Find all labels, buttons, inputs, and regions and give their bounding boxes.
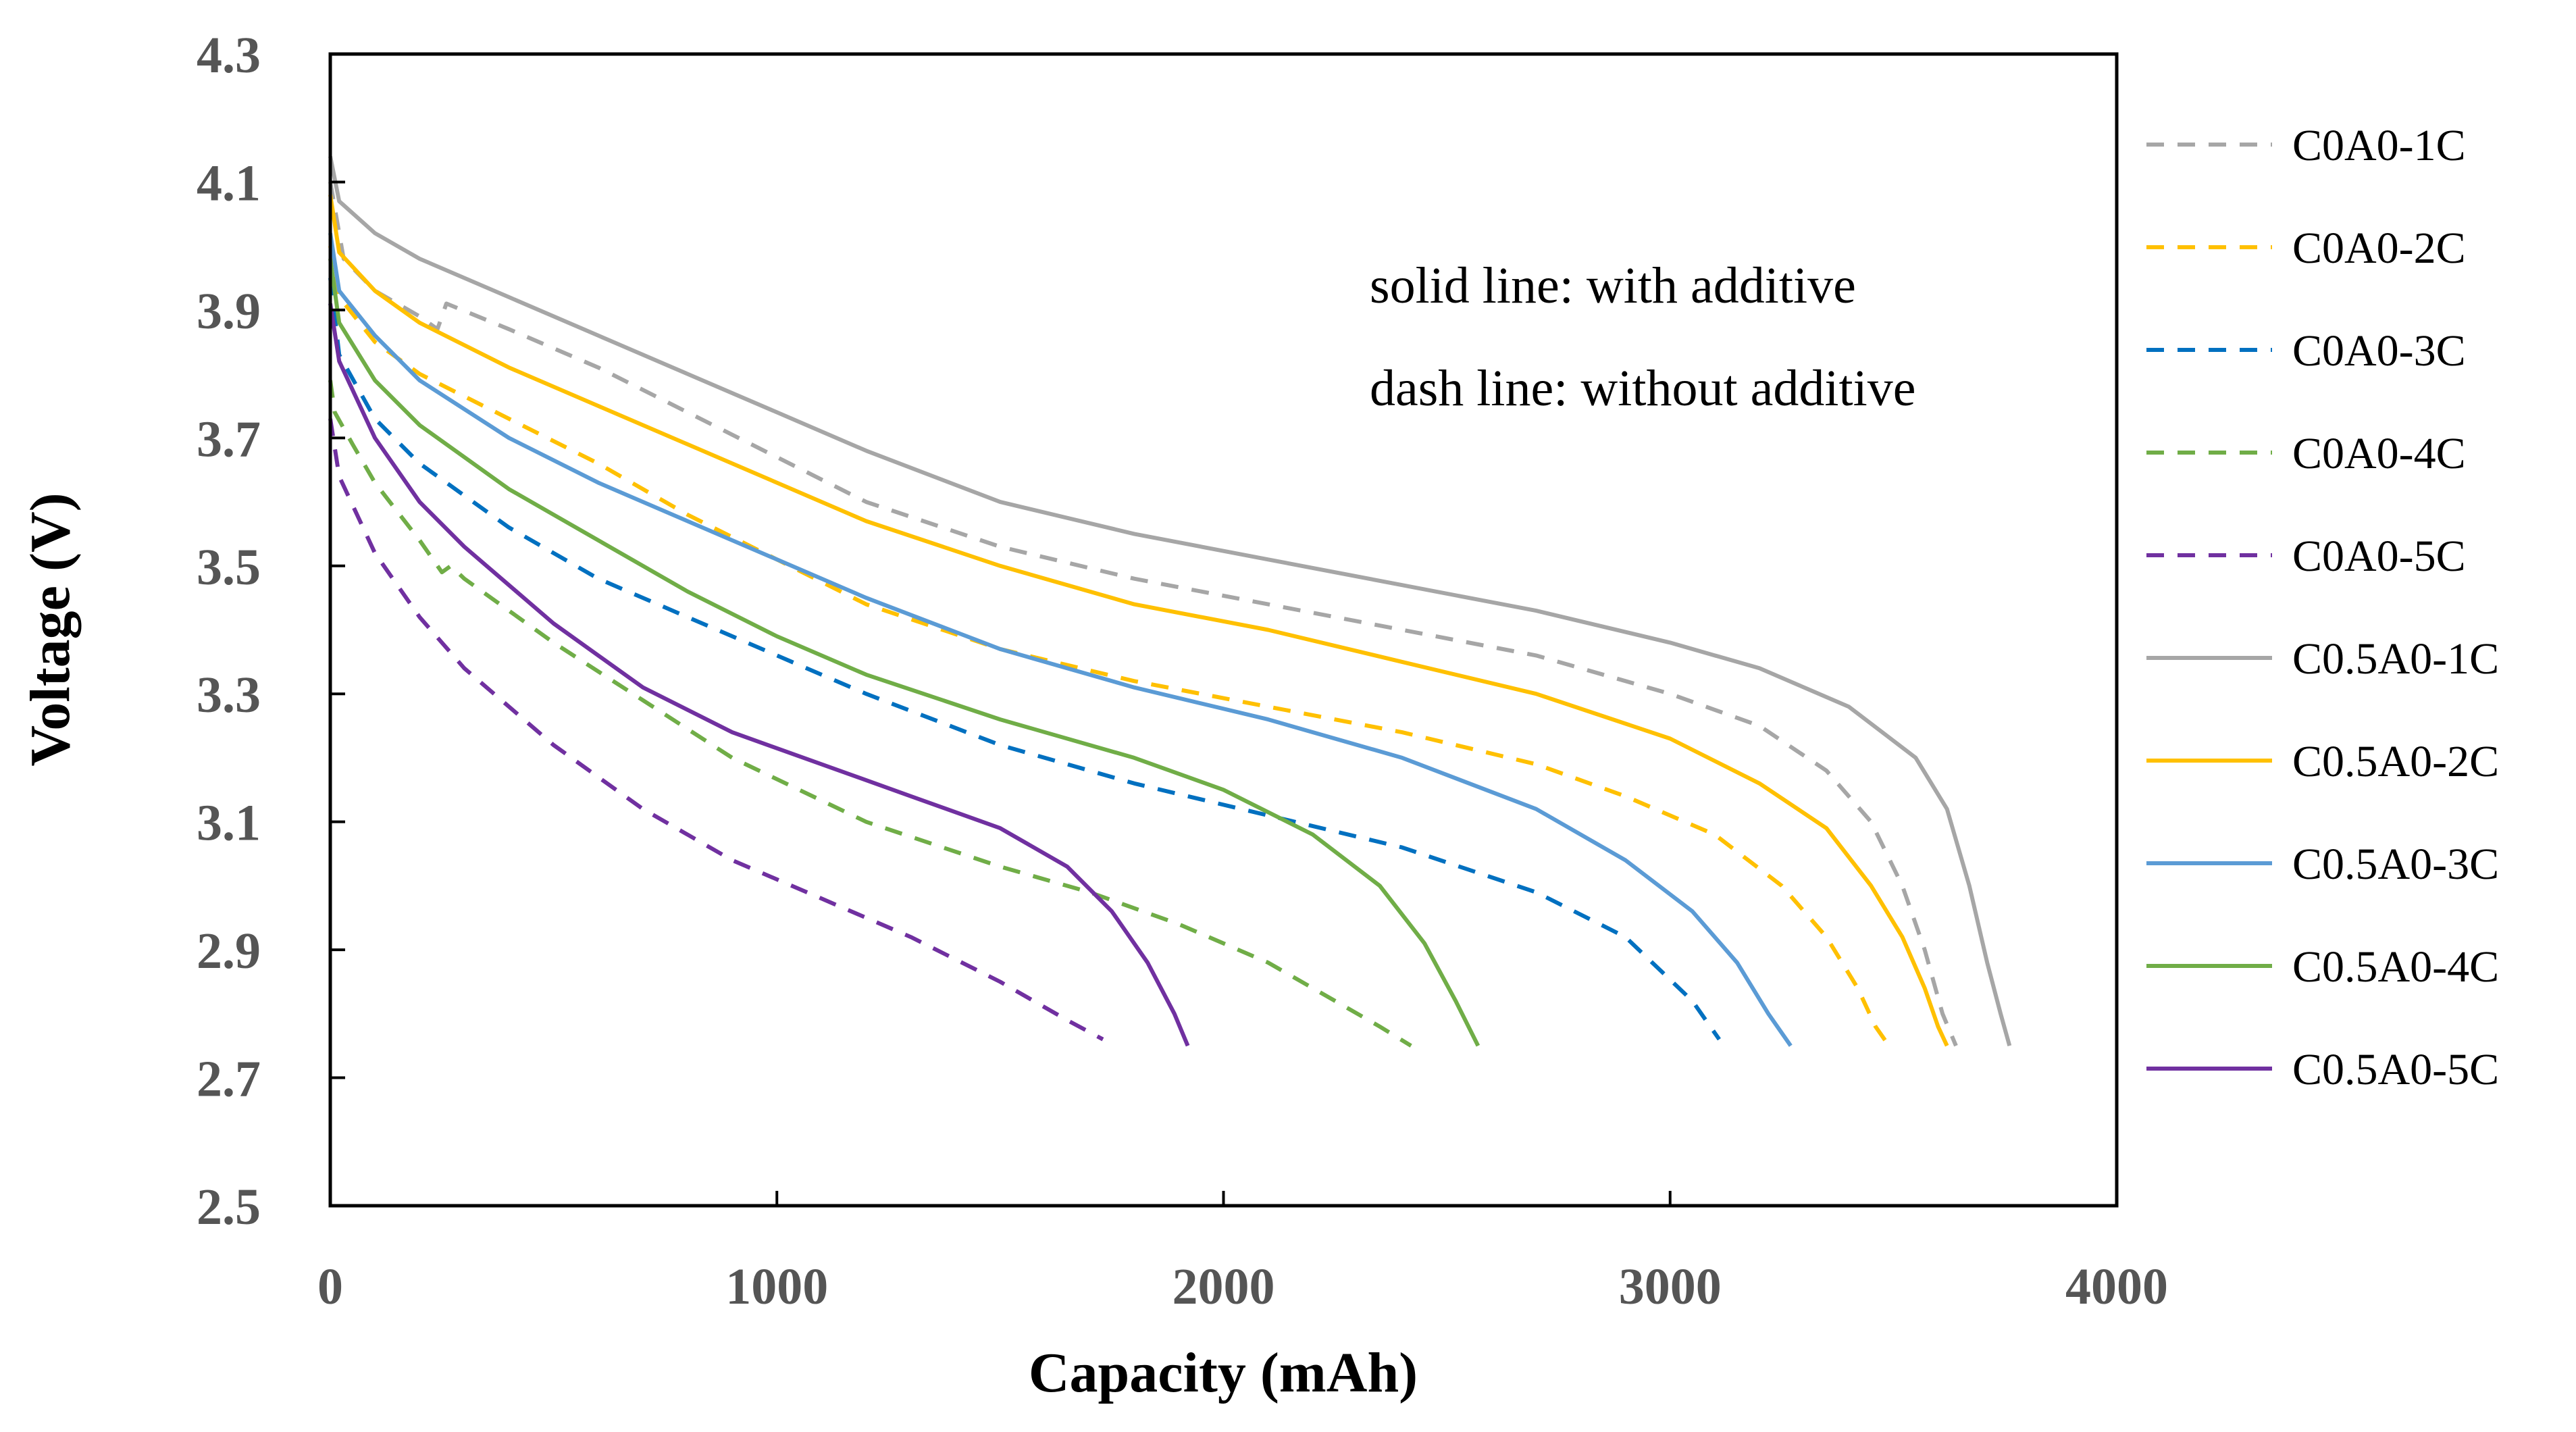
legend-label: C0A0-3C <box>2292 326 2466 376</box>
legend-label: C0.5A0-1C <box>2292 634 2499 684</box>
series-line-c0-5a0-1c <box>328 156 2012 1047</box>
series-line-c0a0-4c <box>328 380 1412 1048</box>
y-tick-label: 3.3 <box>197 667 261 723</box>
y-tick-label: 2.5 <box>197 1179 261 1235</box>
series-line-c0-5a0-4c <box>328 258 1480 1047</box>
legend-label: C0.5A0-2C <box>2292 737 2499 786</box>
series-layer <box>328 156 2012 1048</box>
series-line-c0-5a0-2c <box>328 194 1949 1047</box>
series-line-c0a0-2c <box>328 245 1891 1047</box>
series-line-c0a0-1c <box>328 181 1958 1047</box>
y-tick-label: 4.3 <box>197 27 261 84</box>
legend-label: C0A0-4C <box>2292 429 2466 478</box>
legend-label: C0A0-2C <box>2292 224 2466 273</box>
annotation-solid-line: solid line: with additive <box>1370 257 1856 314</box>
annotation-dash-line: dash line: without additive <box>1370 360 1915 417</box>
series-line-c0-5a0-5c <box>328 303 1190 1047</box>
y-tick-label: 2.9 <box>197 923 261 979</box>
series-line-c0a0-5c <box>328 418 1104 1042</box>
legend: C0A0-1C C0A0-2C C0A0-3C C0A0-4C C0A0-5C C0.5A… <box>2146 121 2499 1094</box>
x-tick-label: 4000 <box>2065 1258 2168 1315</box>
y-tick-label: 3.7 <box>197 411 261 467</box>
y-tick-label: 3.1 <box>197 795 261 852</box>
y-tick-label: 4.1 <box>197 155 261 211</box>
y-axis-title: Voltage (V) <box>19 492 82 766</box>
y-tick-label: 3.5 <box>197 539 261 596</box>
y-tick-label: 3.9 <box>197 283 261 340</box>
series-line-c0a0-3c <box>328 278 1721 1041</box>
legend-label: C0A0-1C <box>2292 121 2466 170</box>
legend-label: C0.5A0-4C <box>2292 942 2499 992</box>
y-tick-label: 2.7 <box>197 1051 261 1108</box>
x-axis-title: Capacity (mAh) <box>1029 1341 1418 1404</box>
legend-label: C0.5A0-5C <box>2292 1045 2499 1094</box>
x-tick-label: 2000 <box>1173 1258 1275 1315</box>
y-axis-ticks: 2.5 2.7 2.9 3.1 3.3 3.5 3.7 3.9 4.1 4.3 <box>197 27 345 1235</box>
x-tick-label: 0 <box>317 1258 343 1315</box>
series-line-c0-5a0-3c <box>328 232 1793 1047</box>
legend-label: C0A0-5C <box>2292 532 2466 581</box>
x-axis-ticks: 0 1000 2000 3000 4000 <box>317 1191 2168 1315</box>
x-tick-label: 1000 <box>725 1258 828 1315</box>
legend-label: C0.5A0-3C <box>2292 840 2499 889</box>
x-tick-label: 3000 <box>1619 1258 1722 1315</box>
